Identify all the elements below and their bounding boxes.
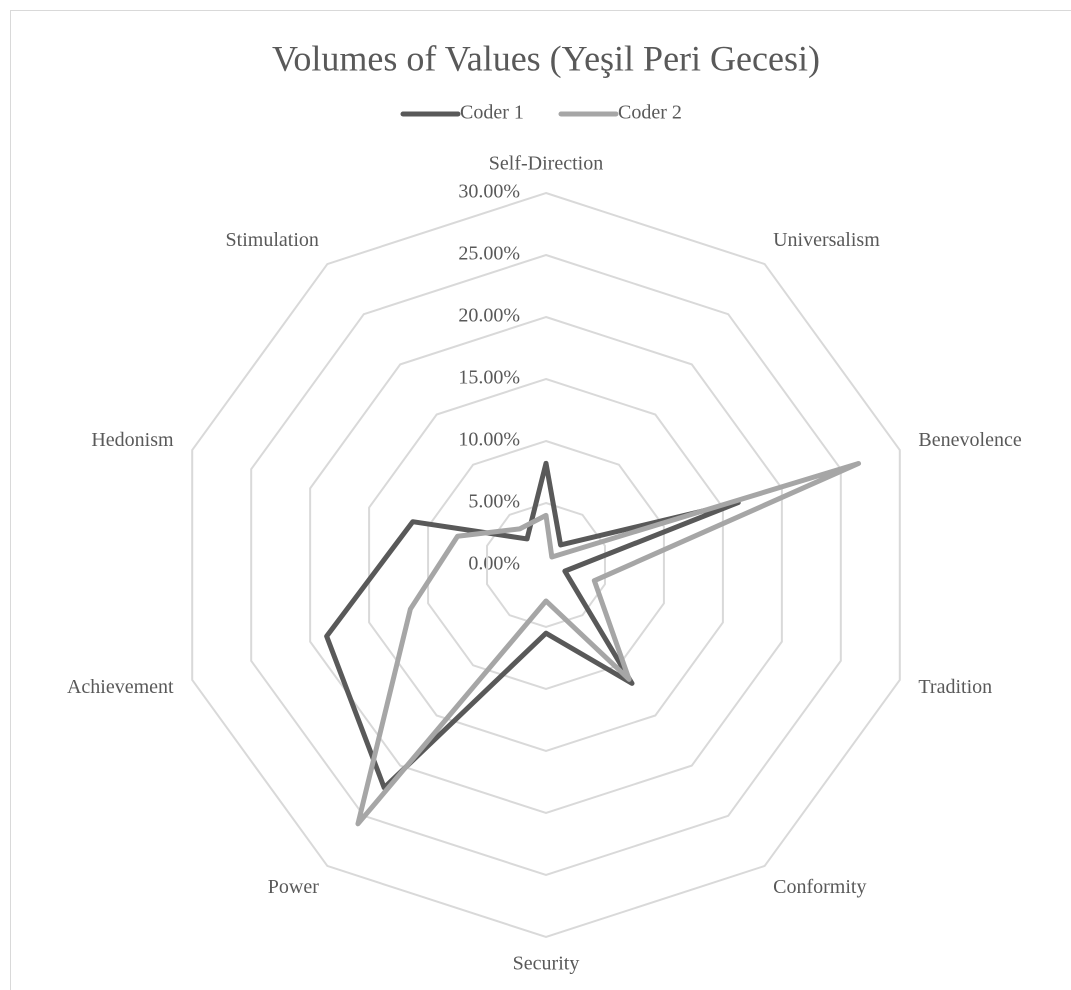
- grid-ring: [427, 439, 665, 691]
- category-label: Tradition: [918, 676, 992, 698]
- r-tick-label: 0.00%: [468, 553, 520, 575]
- series-line: [355, 460, 862, 827]
- chart-frame: [10, 10, 1071, 990]
- legend-label: Coder 1: [460, 102, 524, 124]
- category-label: Power: [268, 876, 319, 898]
- grid-ring: [368, 377, 724, 753]
- r-tick-label: 25.00%: [458, 243, 520, 265]
- category-label: Conformity: [773, 876, 866, 898]
- r-tick-label: 10.00%: [458, 429, 520, 451]
- category-label: Security: [513, 953, 580, 975]
- chart-title: Volumes of Values (Yeşil Peri Gecesi): [272, 38, 820, 78]
- category-label: Universalism: [773, 229, 880, 251]
- category-label: Benevolence: [918, 429, 1021, 451]
- r-tick-label: 15.00%: [458, 367, 520, 389]
- legend-label: Coder 2: [618, 102, 682, 124]
- legend: Coder 1 Coder 2: [400, 102, 682, 124]
- category-label: Self-Direction: [489, 153, 603, 175]
- category-label: Stimulation: [226, 229, 319, 251]
- grid-ring: [250, 253, 842, 877]
- r-tick-label: 30.00%: [458, 181, 520, 203]
- category-label: Hedonism: [91, 429, 174, 451]
- r-tick-label: 5.00%: [468, 491, 520, 513]
- r-tick-label: 20.00%: [458, 305, 520, 327]
- grid-ring: [191, 191, 901, 939]
- grid-ring: [309, 315, 783, 815]
- category-label: Achievement: [67, 676, 174, 698]
- series-line: [324, 460, 741, 791]
